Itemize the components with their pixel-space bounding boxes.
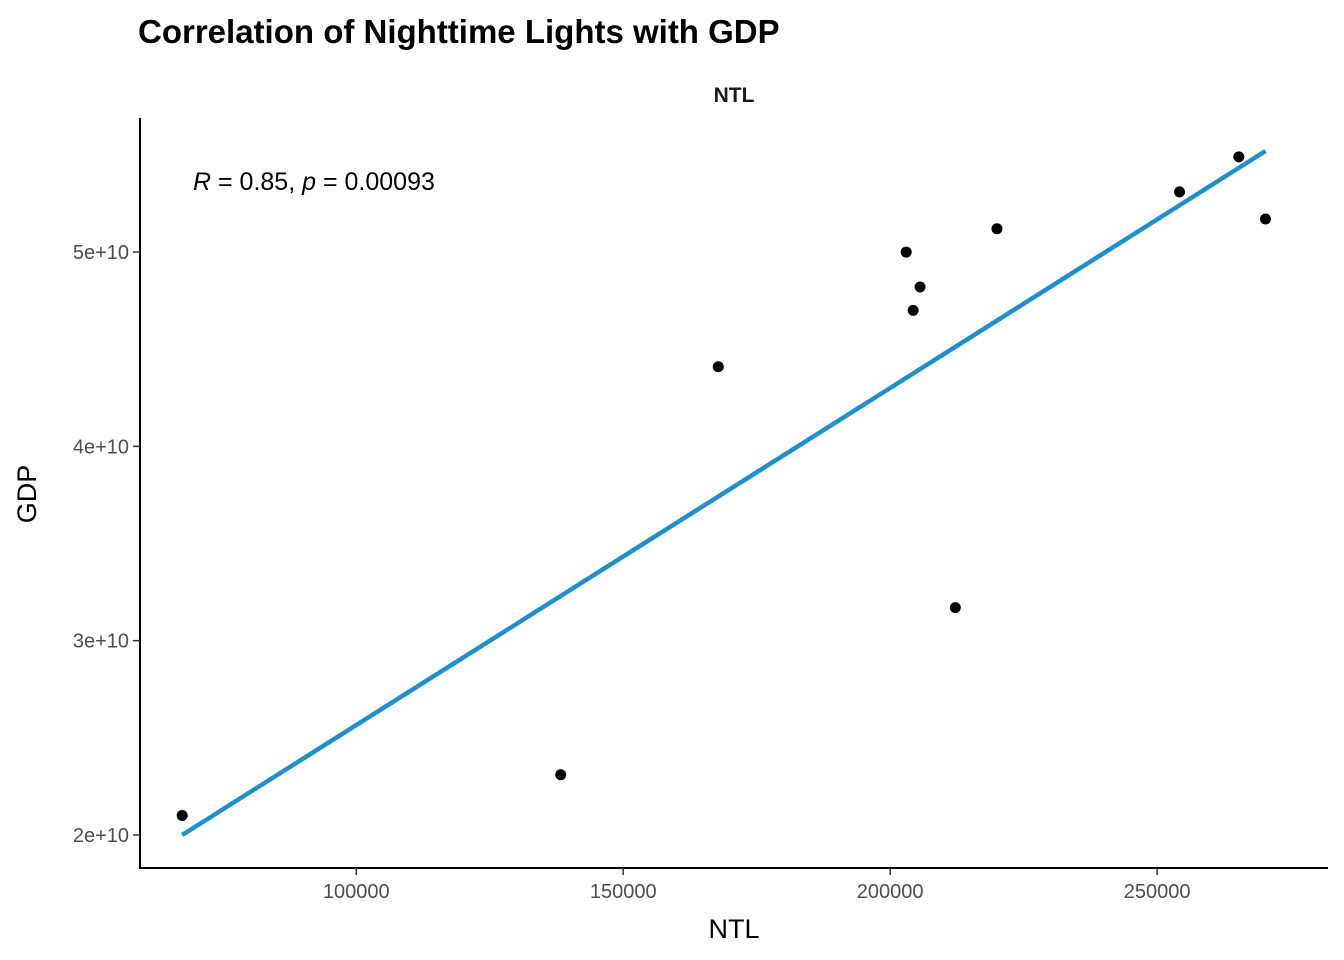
data-point: [176, 810, 188, 822]
data-point: [914, 281, 926, 293]
x-tick-label: 150000: [590, 881, 657, 903]
r-symbol: R: [193, 168, 211, 196]
r-value: = 0.85,: [211, 168, 302, 196]
correlation-annotation: R = 0.85, p = 0.00093: [193, 168, 435, 196]
data-point: [1260, 213, 1272, 225]
data-point: [991, 223, 1003, 235]
y-tick-label: 5e+10: [73, 242, 129, 264]
data-point: [900, 246, 912, 258]
data-point: [907, 304, 919, 316]
y-tick-label: 2e+10: [73, 825, 129, 847]
data-point: [949, 602, 961, 614]
p-value: = 0.00093: [316, 168, 435, 196]
data-point: [1174, 186, 1186, 198]
y-tick-label: 4e+10: [73, 436, 129, 458]
regression-line: [180, 149, 1267, 837]
plot-area: 100000 150000 200000 250000 2e+10 3e+10 4e+10 5…: [73, 118, 1328, 903]
data-point: [712, 361, 724, 373]
x-axis-title: NTL: [708, 914, 759, 944]
data-point: [1233, 151, 1245, 163]
x-tick-label: 250000: [1124, 881, 1191, 903]
facet-strip-label: NTL: [714, 84, 755, 107]
data-point: [555, 769, 567, 781]
x-tick-label: 100000: [323, 881, 390, 903]
y-axis-title: GDP: [12, 465, 42, 524]
p-symbol: p: [301, 168, 316, 196]
x-tick-label: 200000: [857, 881, 924, 903]
chart-title: Correlation of Nighttime Lights with GDP: [138, 13, 780, 50]
y-tick-label: 3e+10: [73, 631, 129, 653]
